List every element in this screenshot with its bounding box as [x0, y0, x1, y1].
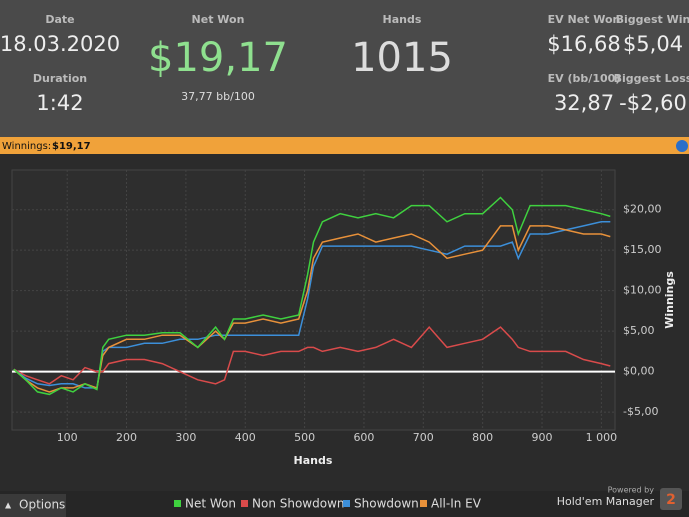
help-icon[interactable] — [676, 140, 688, 152]
y-tick-label: $10,00 — [623, 284, 662, 297]
stats-panel — [0, 0, 689, 137]
x-tick-label: 400 — [235, 431, 256, 444]
plot-area — [11, 169, 616, 431]
options-arrow: ▲ — [5, 501, 12, 510]
value: $19,17 — [148, 35, 288, 81]
y-tick-label: $20,00 — [623, 203, 662, 216]
value: 32,87 — [554, 91, 614, 115]
y-tick-label: -$5,00 — [623, 405, 658, 418]
x-tick-label: 600 — [353, 431, 374, 444]
value: $5,04 — [623, 32, 683, 56]
y-tick-label: $0,00 — [623, 365, 655, 378]
label: Biggest Loss — [614, 72, 689, 85]
legend-swatch — [420, 500, 427, 507]
legend-swatch — [241, 500, 248, 507]
x-tick-label: 100 — [57, 431, 78, 444]
value: 1015 — [351, 35, 453, 81]
label: EV Net Won — [548, 13, 621, 26]
value: -$2,60 — [619, 91, 687, 115]
legend-label: Non Showdown — [252, 497, 345, 511]
y-tick-label: $5,00 — [623, 324, 655, 337]
value: $16,68 — [547, 32, 620, 56]
banner-value: $19,17 — [52, 141, 91, 152]
banner — [0, 137, 689, 154]
legend-swatch — [174, 500, 181, 507]
x-tick-label: 700 — [413, 431, 434, 444]
legend-label: Net Won — [185, 497, 236, 511]
options-label[interactable]: Options — [19, 498, 65, 512]
y-tick-label: $15,00 — [623, 243, 662, 256]
x-tick-label: 800 — [472, 431, 493, 444]
legend-label: All-In EV — [431, 497, 482, 511]
value: 18.03.2020 — [0, 32, 120, 56]
label: Duration — [33, 72, 87, 85]
label: Biggest Win — [616, 13, 689, 26]
x-tick-label: 1 000 — [586, 431, 618, 444]
brand: Hold'em Manager — [557, 495, 655, 508]
label: Net Won — [192, 13, 245, 26]
label: Hands — [383, 13, 422, 26]
logo — [660, 488, 682, 510]
legend-swatch — [343, 500, 350, 507]
x-tick-label: 300 — [175, 431, 196, 444]
series-line — [13, 196, 611, 396]
label: EV (bb/100) — [548, 72, 621, 85]
value: 1:42 — [36, 91, 83, 115]
logo-text: 2 — [666, 492, 676, 508]
powered-by: Powered by — [608, 486, 655, 495]
x-tick-label: 500 — [294, 431, 315, 444]
legend-label: Showdown — [354, 497, 419, 511]
x-tick-label: 200 — [116, 431, 137, 444]
options-button[interactable] — [0, 494, 66, 517]
y-axis-label: Winnings — [663, 271, 676, 329]
label: Date — [45, 13, 74, 26]
value: 37,77 bb/100 — [181, 90, 255, 103]
series-line — [13, 325, 611, 385]
x-tick-label: 900 — [531, 431, 552, 444]
x-axis-label: Hands — [294, 454, 333, 467]
banner-label: Winnings: — [2, 141, 51, 152]
